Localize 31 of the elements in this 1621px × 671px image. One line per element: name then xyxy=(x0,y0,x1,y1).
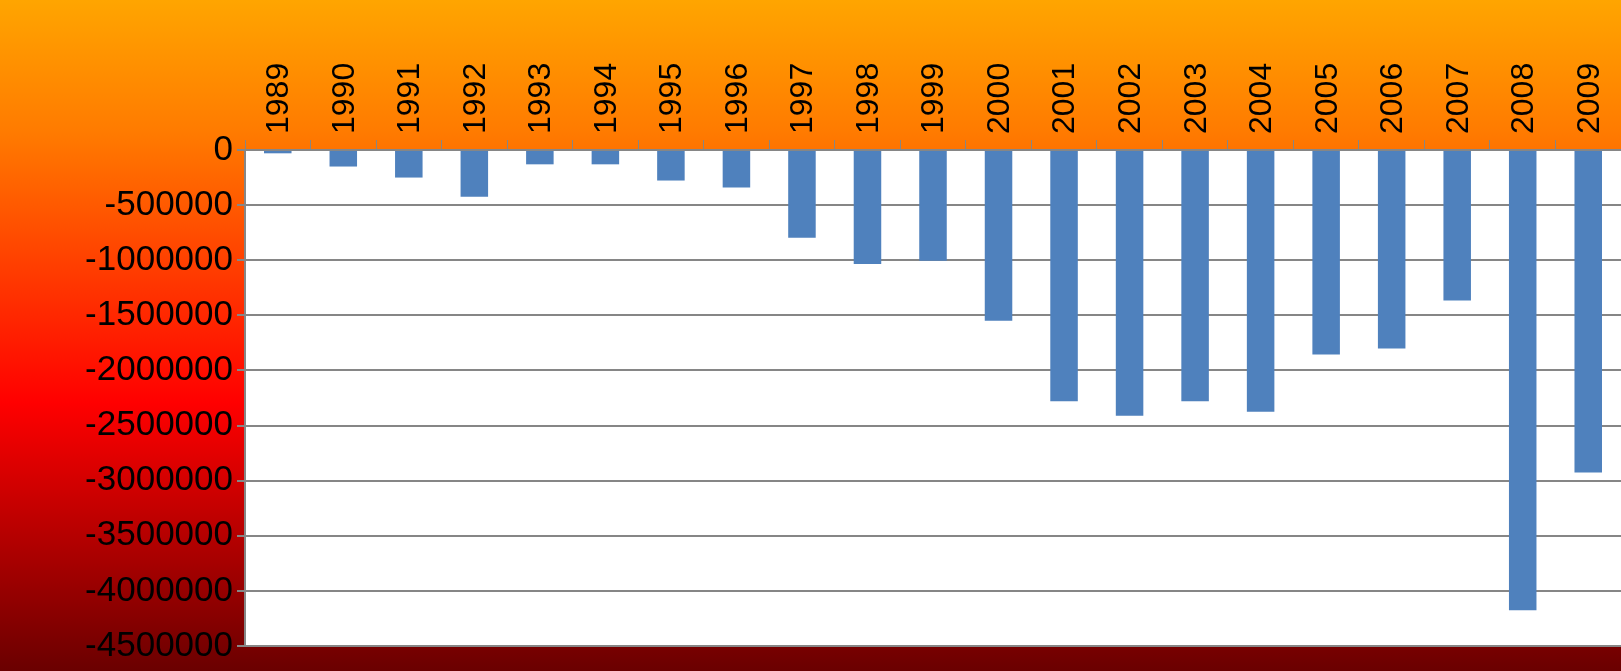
x-tick-label: 1989 xyxy=(259,62,296,134)
x-tick-label: 1997 xyxy=(783,62,820,134)
y-tick-label: -4000000 xyxy=(85,568,233,608)
y-tick-label: -3500000 xyxy=(85,513,233,553)
x-tick-label: 1994 xyxy=(586,62,623,134)
y-tick-label: -1000000 xyxy=(85,237,233,277)
x-tick-label: 2009 xyxy=(1569,62,1606,134)
y-tick-label: 0 xyxy=(213,127,233,167)
x-tick-label: 1996 xyxy=(717,62,754,134)
x-tick-label: 2008 xyxy=(1504,62,1541,134)
x-tick-label: 2000 xyxy=(979,62,1016,134)
y-tick-label: -500000 xyxy=(104,182,233,222)
x-tick-label: 1992 xyxy=(455,62,492,134)
x-tick-label: 1998 xyxy=(848,62,885,134)
x-tick-label: 2007 xyxy=(1438,62,1475,134)
y-tick-label: -2500000 xyxy=(85,403,233,443)
x-tick-label: 2003 xyxy=(1176,62,1213,134)
x-tick-label: 1995 xyxy=(652,62,689,134)
x-tick-label: 1999 xyxy=(914,62,951,134)
x-tick-label: 2004 xyxy=(1242,62,1279,134)
y-tick-label: -3000000 xyxy=(85,458,233,498)
x-tick-label: 2006 xyxy=(1373,62,1410,134)
x-tick-label: 2002 xyxy=(1111,62,1147,134)
x-tick-label: 1991 xyxy=(390,62,427,134)
y-tick-label: -4500000 xyxy=(85,623,233,663)
x-tick-label: 1993 xyxy=(521,62,558,134)
x-tick-label: 1990 xyxy=(324,62,361,134)
x-tick-label: 2005 xyxy=(1307,62,1344,134)
y-tick-label: -2000000 xyxy=(85,348,233,388)
y-tick-label: -1500000 xyxy=(85,292,233,332)
x-tick-label: 2001 xyxy=(1045,62,1082,134)
